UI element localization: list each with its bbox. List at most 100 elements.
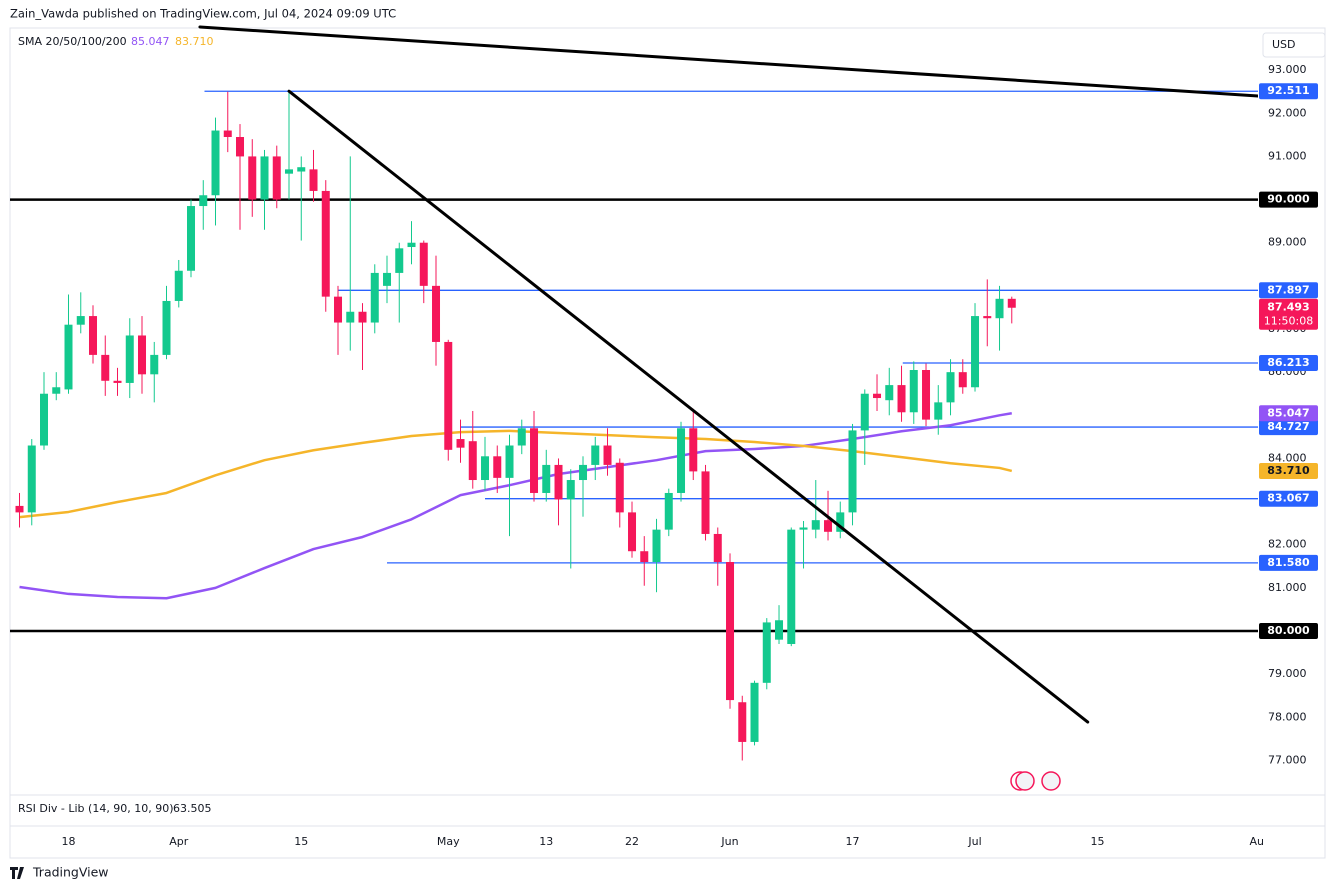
rsi-value: 63.505 <box>173 802 212 815</box>
x-tick-label: May <box>437 835 460 848</box>
candle-body <box>640 551 649 563</box>
candle-body <box>689 428 698 472</box>
sma-legend-value: 85.047 <box>131 35 170 48</box>
price-tag <box>1259 354 1318 371</box>
rsi-label: RSI Div - Lib (14, 90, 10, 90) <box>18 802 174 815</box>
y-tick-label: 82.000 <box>1268 538 1307 551</box>
candle-body <box>236 137 245 157</box>
price-tag <box>1259 554 1318 571</box>
event-icon[interactable] <box>1015 771 1035 791</box>
candle-body <box>174 270 183 301</box>
price-tag-label: 92.511 <box>1267 84 1309 97</box>
candle-body <box>383 272 392 286</box>
candle-body <box>248 156 257 200</box>
candle-body <box>76 316 85 325</box>
x-tick-label: Jun <box>720 835 738 848</box>
candle-body <box>738 702 747 742</box>
x-tick-label: 18 <box>62 835 76 848</box>
candle-body <box>542 464 551 493</box>
price-tags: 92.511 90.000 87.897 86.213 84.727 83.067 81.5… <box>1259 83 1318 640</box>
y-tick-label: 92.000 <box>1268 106 1307 119</box>
candle-body <box>554 464 563 500</box>
candle-body <box>713 533 722 563</box>
candle-body <box>64 324 73 390</box>
candle-body <box>762 622 771 683</box>
candle-body <box>909 370 918 413</box>
candle-body <box>285 169 294 174</box>
last-price-label: 87.493 <box>1267 301 1309 314</box>
price-tag-label: 83.710 <box>1267 464 1310 477</box>
currency-box[interactable] <box>1262 32 1326 58</box>
price-tag-label: 81.580 <box>1267 556 1310 569</box>
candle-body <box>419 242 428 286</box>
trendline <box>287 89 1090 724</box>
candle-body <box>860 393 869 431</box>
candle-body <box>395 248 404 273</box>
event-icons[interactable] <box>1010 771 1061 791</box>
x-tick-label: 15 <box>1091 835 1105 848</box>
candle-body <box>566 480 575 500</box>
price-tag-label: 83.067 <box>1267 492 1309 505</box>
candle-body <box>971 316 980 388</box>
candle-body <box>530 428 539 493</box>
event-icon[interactable] <box>1041 771 1061 791</box>
price-tag <box>1259 191 1318 208</box>
candle-body <box>652 529 661 563</box>
candle-body <box>272 156 281 200</box>
candle-body <box>52 387 61 394</box>
candle-body <box>346 311 355 323</box>
price-tag-label: 87.897 <box>1267 283 1309 296</box>
y-tick-label: 89.000 <box>1268 236 1307 249</box>
candle-body <box>297 167 306 172</box>
y-tick-label: 81.000 <box>1268 581 1307 594</box>
publish-header: Zain_Vawda published on TradingView.com,… <box>10 7 396 21</box>
candle-body <box>517 428 526 446</box>
candle-body <box>113 380 122 383</box>
x-tick-label: 13 <box>539 835 553 848</box>
candle-body <box>468 441 477 481</box>
candle-body <box>505 445 514 478</box>
candle-body <box>15 505 24 513</box>
y-tick-label: 93.000 <box>1268 63 1307 76</box>
x-tick-label: Jul <box>967 835 981 848</box>
candle-body <box>370 272 379 323</box>
candle-body <box>223 130 232 138</box>
candle-body <box>334 296 343 323</box>
price-tag <box>1259 490 1318 507</box>
candle-body <box>358 311 367 323</box>
candle-body <box>309 169 318 191</box>
candle-body <box>628 512 637 552</box>
candle-body <box>824 520 833 532</box>
candle-body <box>603 445 612 465</box>
plot-area <box>10 25 1258 761</box>
candle-body <box>211 130 220 196</box>
x-tick-label: 17 <box>846 835 860 848</box>
price-tag <box>1259 282 1318 299</box>
candle-body <box>677 428 686 493</box>
candle-body <box>321 190 330 297</box>
y-tick-label: 77.000 <box>1268 753 1307 766</box>
candle-body <box>493 456 502 478</box>
candle-body <box>885 385 894 401</box>
candle-body <box>432 285 441 342</box>
sma-legend-value: 83.710 <box>175 35 214 48</box>
candle-body <box>456 439 465 448</box>
x-tick-label: 22 <box>625 835 639 848</box>
price-tag-label: 84.727 <box>1267 420 1309 433</box>
candle-body <box>995 298 1004 319</box>
candle-body <box>187 206 196 271</box>
price-tag <box>1259 419 1318 436</box>
sma-legend: SMA 20/50/100/200 <box>18 35 127 48</box>
candle-body <box>836 512 845 532</box>
chart-frame <box>9 27 1326 859</box>
candle-body <box>162 300 171 355</box>
candle-body <box>138 335 147 375</box>
currency[interactable]: USD <box>1272 38 1296 51</box>
y-tick-label: 84.000 <box>1268 451 1307 464</box>
candle-body <box>775 620 784 640</box>
price-tag-label: 85.047 <box>1267 406 1309 419</box>
candle-body <box>701 471 710 534</box>
